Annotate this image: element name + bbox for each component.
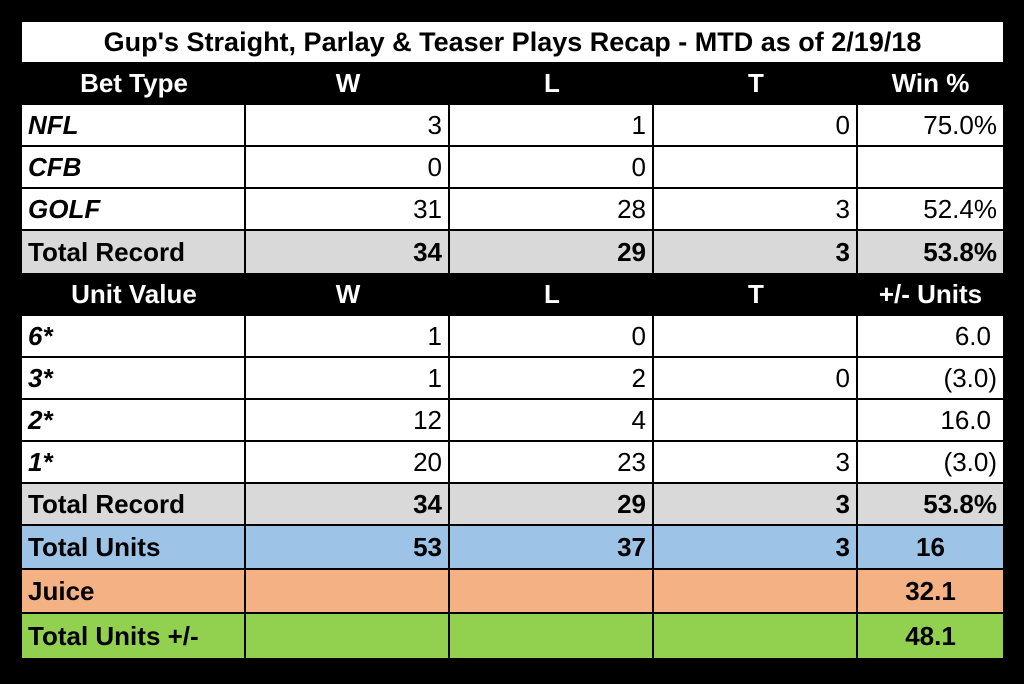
total-units-pm-value-cell: 48.1 xyxy=(905,620,956,651)
losses-cell: 28 xyxy=(450,189,654,229)
losses-cell: 4 xyxy=(450,400,654,440)
win-pct-cell: 53.8% xyxy=(923,236,997,267)
bet-type-header-row: Bet Type W L T Win % xyxy=(22,62,1003,105)
total-units-pm-row: Total Units +/- 48.1 xyxy=(22,614,1003,658)
bet-type-row-cfb: CFB 0 0 xyxy=(22,147,1003,189)
losses-cell: 29 xyxy=(450,231,654,273)
recap-sheet: Gup's Straight, Parlay & Teaser Plays Re… xyxy=(22,22,1003,658)
row-label: Juice xyxy=(22,570,246,612)
header-w: W xyxy=(335,279,361,309)
empty-cell xyxy=(450,570,654,612)
empty-cell xyxy=(246,570,450,612)
ties-cell: 3 xyxy=(654,526,858,568)
ties-cell xyxy=(654,400,858,440)
losses-cell: 23 xyxy=(450,442,654,482)
header-t: T xyxy=(748,279,764,309)
ties-cell xyxy=(654,147,858,187)
sheet-title-text: Gup's Straight, Parlay & Teaser Plays Re… xyxy=(103,26,922,57)
row-label: 6* xyxy=(22,316,246,356)
wins-cell: 31 xyxy=(246,189,450,229)
wins-cell: 1 xyxy=(246,316,450,356)
wins-cell: 34 xyxy=(246,484,450,524)
ties-cell: 0 xyxy=(654,105,858,145)
wins-cell: 1 xyxy=(246,358,450,398)
row-label: NFL xyxy=(22,105,246,145)
row-label: Total Record xyxy=(22,484,246,524)
ties-cell xyxy=(654,316,858,356)
header-unit-value: Unit Value xyxy=(71,279,197,309)
total-units-row: Total Units 53 37 3 16 xyxy=(22,526,1003,570)
header-l: L xyxy=(544,68,560,98)
units-cell: 16 xyxy=(916,531,945,562)
win-pct-cell: 53.8% xyxy=(923,488,997,519)
row-label: GOLF xyxy=(22,189,246,229)
row-label: 3* xyxy=(22,358,246,398)
sheet-title: Gup's Straight, Parlay & Teaser Plays Re… xyxy=(22,22,1003,62)
unit-row-2: 2* 12 4 16.0 xyxy=(22,400,1003,442)
units-cell: (3.0) xyxy=(943,446,997,477)
losses-cell: 2 xyxy=(450,358,654,398)
ties-cell: 3 xyxy=(654,231,858,273)
unit-row-6: 6* 1 0 6.0 xyxy=(22,316,1003,358)
unit-value-header-row: Unit Value W L T +/- Units xyxy=(22,273,1003,316)
header-win-pct: Win % xyxy=(891,68,970,98)
row-label: 1* xyxy=(22,442,246,482)
header-t: T xyxy=(748,68,764,98)
header-l: L xyxy=(544,279,560,309)
header-units: +/- Units xyxy=(878,279,983,309)
wins-cell: 0 xyxy=(246,147,450,187)
row-label: Total Record xyxy=(22,231,246,273)
bet-type-row-nfl: NFL 3 1 0 75.0% xyxy=(22,105,1003,147)
juice-row: Juice 32.1 xyxy=(22,570,1003,614)
unit-row-3: 3* 1 2 0 (3.0) xyxy=(22,358,1003,400)
losses-cell: 0 xyxy=(450,147,654,187)
empty-cell xyxy=(246,614,450,658)
win-pct-cell: 52.4% xyxy=(923,193,997,224)
ties-cell: 3 xyxy=(654,189,858,229)
losses-cell: 1 xyxy=(450,105,654,145)
units-cell: (3.0) xyxy=(943,362,997,393)
ties-cell: 3 xyxy=(654,442,858,482)
losses-cell: 37 xyxy=(450,526,654,568)
row-label: CFB xyxy=(22,147,246,187)
units-cell: 6.0 xyxy=(954,320,991,351)
ties-cell: 0 xyxy=(654,358,858,398)
wins-cell: 34 xyxy=(246,231,450,273)
bet-type-total-row: Total Record 34 29 3 53.8% xyxy=(22,231,1003,273)
units-cell: 16.0 xyxy=(940,404,991,435)
empty-cell xyxy=(654,570,858,612)
losses-cell: 0 xyxy=(450,316,654,356)
row-label: Total Units xyxy=(22,526,246,568)
losses-cell: 29 xyxy=(450,484,654,524)
unit-row-1: 1* 20 23 3 (3.0) xyxy=(22,442,1003,484)
header-w: W xyxy=(335,68,361,98)
juice-value-cell: 32.1 xyxy=(905,575,956,606)
wins-cell: 20 xyxy=(246,442,450,482)
row-label: 2* xyxy=(22,400,246,440)
win-pct-cell xyxy=(858,147,1003,187)
empty-cell xyxy=(654,614,858,658)
header-bet-type: Bet Type xyxy=(80,68,188,98)
wins-cell: 53 xyxy=(246,526,450,568)
ties-cell: 3 xyxy=(654,484,858,524)
row-label: Total Units +/- xyxy=(22,614,246,658)
unit-total-row: Total Record 34 29 3 53.8% xyxy=(22,484,1003,526)
win-pct-cell: 75.0% xyxy=(923,109,997,140)
wins-cell: 3 xyxy=(246,105,450,145)
bet-type-row-golf: GOLF 31 28 3 52.4% xyxy=(22,189,1003,231)
wins-cell: 12 xyxy=(246,400,450,440)
empty-cell xyxy=(450,614,654,658)
